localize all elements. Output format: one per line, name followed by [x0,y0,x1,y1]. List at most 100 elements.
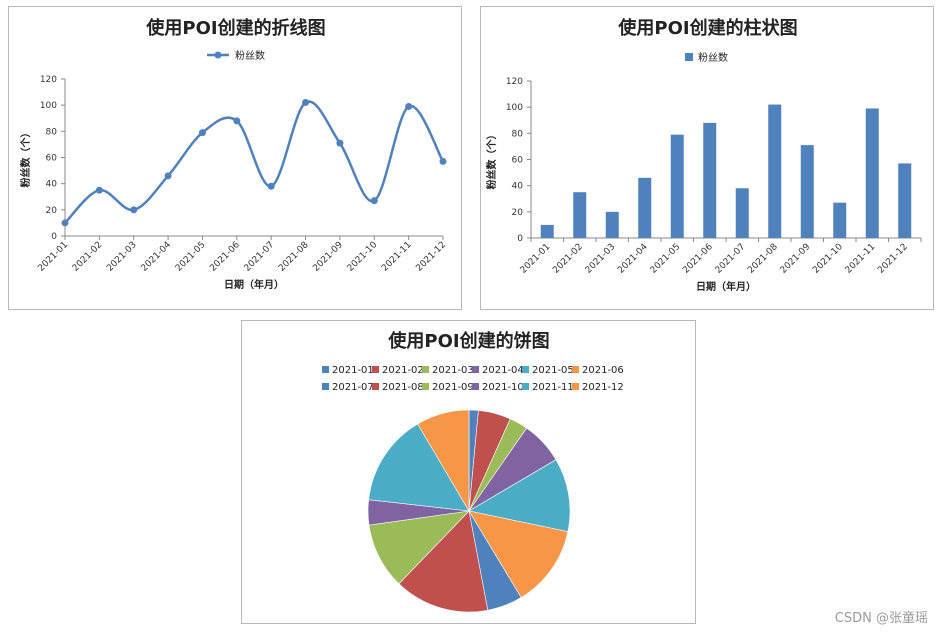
legend-label: 2021-06 [582,365,624,376]
data-point [370,197,378,205]
x-tick-label: 2021-02 [551,242,585,276]
chart-title: 使用POI创建的柱状图 [617,17,797,39]
legend-swatch [472,383,479,390]
series-line [64,100,445,224]
legend-label: 粉丝数 [235,49,265,62]
y-tick-label: 100 [506,103,523,113]
legend-label: 粉丝数 [698,51,728,64]
x-tick-label: 2021-03 [584,242,618,276]
y-axis-title: 粉丝数（个） [19,128,32,188]
legend-swatch [322,366,329,373]
legend-label: 2021-07 [332,382,374,393]
y-tick-label: 0 [517,234,523,244]
y-tick-label: 60 [46,154,58,164]
x-tick-label: 2021-08 [277,240,311,274]
x-tick-label: 2021-01 [36,240,70,274]
bar [800,145,814,238]
x-tick-label: 2021-11 [844,242,878,276]
y-axis-title: 粉丝数（个） [485,130,498,190]
bar [768,104,782,238]
legend-swatch [685,53,693,61]
x-tick-label: 2021-12 [414,240,448,274]
legend-label: 2021-11 [532,382,574,393]
y-tick-label: 60 [512,156,524,166]
x-tick-label: 2021-11 [380,240,414,274]
legend-label: 2021-05 [532,365,574,376]
bar-chart: 使用POI创建的柱状图 0 20 40 60 80 100 120 2021-012021-02… [485,17,922,293]
legend-label: 2021-08 [382,382,424,393]
legend-swatch [472,366,479,373]
x-tick-label: 2021-09 [779,242,813,276]
pie-slice [398,510,489,613]
y-tick-label: 40 [46,180,58,190]
x-tick-label: 2021-04 [140,240,174,274]
x-axis-title: 日期（年月） [224,278,284,291]
data-point [336,139,344,147]
x-tick-label: 2021-09 [311,240,345,274]
legend-label: 2021-10 [482,382,524,393]
legend-swatch [422,383,429,390]
bar [735,188,749,238]
bar [540,224,554,238]
legend-swatch [572,383,579,390]
x-tick-label: 2021-06 [681,242,715,276]
y-tick-label: 120 [40,75,57,85]
x-tick-label: 2021-07 [243,240,277,274]
pie-slice [468,459,571,532]
x-tick-label: 2021-10 [346,240,380,274]
x-tick-label: 2021-06 [208,240,242,274]
y-tick-label: 80 [46,127,58,137]
data-point [233,117,241,125]
x-tick-label: 2021-10 [811,242,845,276]
x-tick-label: 2021-07 [714,242,748,276]
x-tick-label: 2021-02 [71,240,105,274]
bar-chart-panel: 使用POI创建的柱状图 0 20 40 60 80 100 120 2021-01 2021-02… [480,6,934,310]
data-point [95,186,103,194]
bar [638,177,652,238]
legend-label: 2021-09 [432,382,474,393]
data-point [198,129,206,137]
data-point [439,157,447,165]
y-tick-label: 100 [40,101,57,111]
bar [833,202,847,238]
y-tick-label: 80 [512,129,524,139]
data-point [164,172,172,180]
bar [605,211,619,238]
legend-label: 2021-12 [582,382,624,393]
y-tick-label: 20 [46,206,58,216]
watermark: CSDN @张童瑶 [834,611,928,626]
pie-slice [368,510,470,585]
legend-label: 2021-03 [432,365,474,376]
x-axis-title: 日期（年月） [696,280,756,293]
y-tick-label: 120 [506,77,523,87]
pie-slice [468,510,569,598]
chart-title: 使用POI创建的折线图 [145,17,325,39]
pie-slice [368,423,470,512]
bar [573,192,587,238]
pie-slice [417,409,470,513]
legend-label: 2021-02 [382,365,424,376]
legend-marker-swatch [214,51,222,59]
bar [670,134,684,238]
legend-swatch [522,366,529,373]
x-tick-label: 2021-05 [174,240,208,274]
data-point [61,219,69,227]
bar [898,163,912,238]
x-tick-label: 2021-08 [746,242,780,276]
pie-chart: 使用POI创建的饼图 2021-01 2021-02 2021-03 2021-04 20… [322,330,624,613]
legend-swatch [372,366,379,373]
bar [865,108,879,238]
x-tick-label: 2021-12 [876,242,910,276]
bar [703,122,717,238]
legend-swatch [572,366,579,373]
x-tick-label: 2021-04 [616,242,650,276]
data-point [267,182,275,190]
x-tick-label: 2021-05 [649,242,683,276]
line-chart-panel: 使用POI创建的折线图 0 20 40 60 80 100 120 2021-01 2021-02… [8,6,462,310]
y-tick-label: 40 [512,182,524,192]
legend-label: 2021-01 [332,365,374,376]
legend-label: 2021-04 [482,365,524,376]
pie-chart-panel: 使用POI创建的饼图 2021-01 2021-02 2021-03 2021-04 20… [241,320,696,624]
x-tick-label: 2021-03 [105,240,139,274]
y-tick-label: 20 [512,208,524,218]
